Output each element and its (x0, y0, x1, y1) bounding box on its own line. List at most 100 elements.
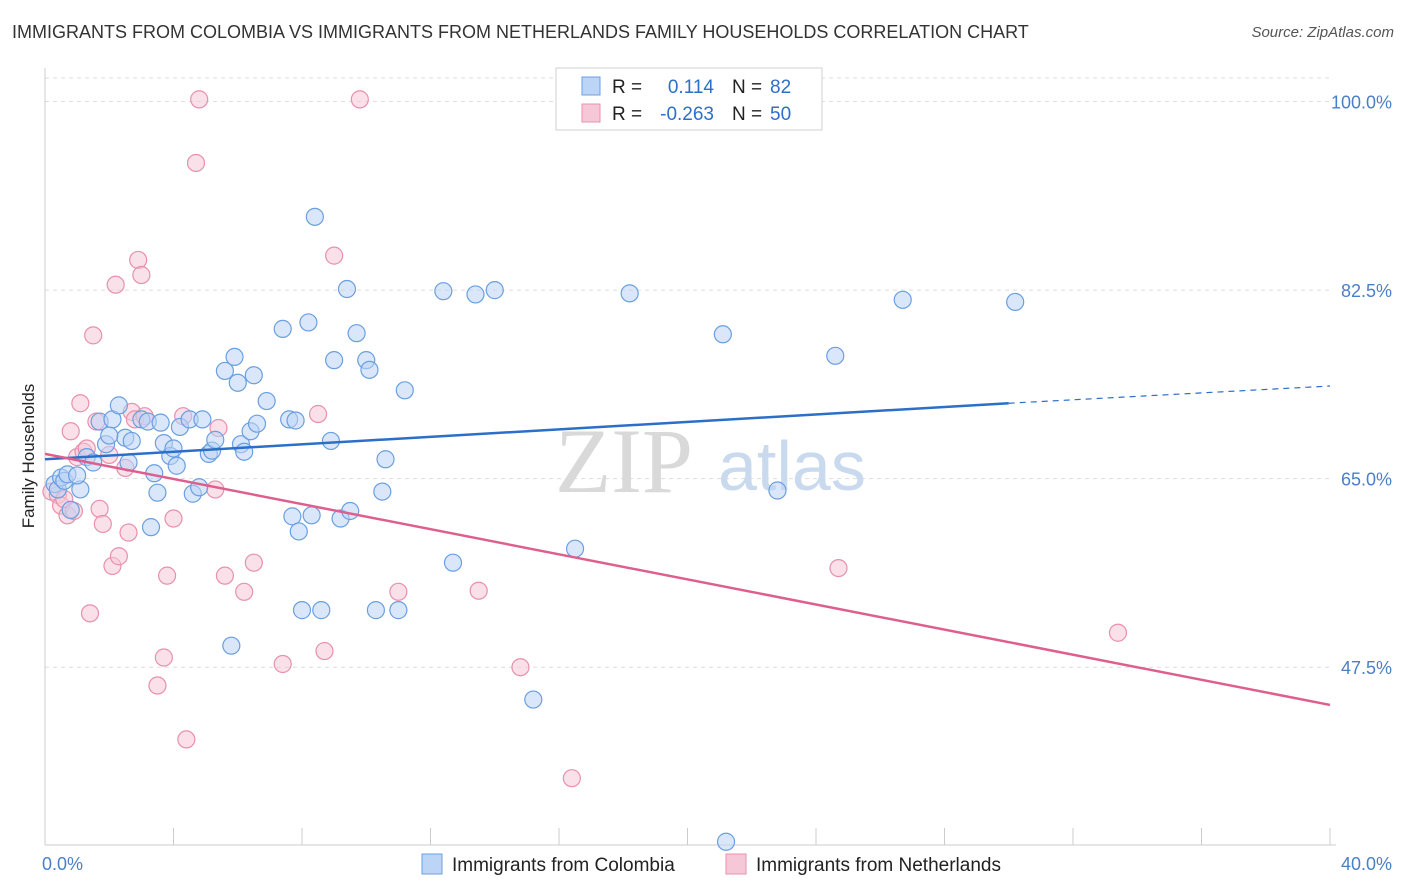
netherlands-r-label: R = (612, 104, 642, 125)
netherlands-n-label: N = (732, 104, 762, 125)
netherlands-point (244, 553, 263, 572)
colombia-trend-line (44, 401, 1009, 461)
watermark-zip: ZIP (555, 410, 693, 512)
colombia-point (292, 601, 312, 620)
netherlands-point (511, 658, 530, 677)
colombia-point (222, 636, 241, 655)
colombia-point (299, 313, 318, 332)
netherlands-point (119, 523, 138, 542)
netherlands-point (129, 250, 148, 270)
trend-lines (44, 385, 1331, 707)
colombia-point (273, 319, 292, 338)
colombia-point (206, 430, 225, 449)
colombia-point (122, 431, 141, 451)
colombia-point (1006, 292, 1025, 312)
colombia-point (620, 284, 639, 303)
colombia-point (321, 431, 341, 451)
colombia-point (893, 290, 912, 309)
colombia-n-label: N = (732, 77, 762, 98)
colombia-point (68, 466, 87, 485)
colombia-point (244, 366, 263, 385)
colombia-point (100, 426, 119, 445)
colombia-point (190, 478, 209, 497)
colombia-point (164, 439, 183, 458)
netherlands-point (562, 769, 581, 788)
colombia-point (286, 411, 305, 430)
tick-labels: 47.5% 65.0% 82.5% 100.0% 0.0% 40.0% (42, 93, 1392, 874)
y-tick-label: 82.5% (1341, 281, 1392, 301)
netherlands-point (315, 641, 334, 661)
netherlands-point (61, 422, 80, 441)
colombia-point (376, 450, 395, 469)
netherlands-point (325, 246, 344, 265)
colombia-points (45, 207, 1025, 851)
colombia-point (167, 456, 186, 475)
x-tick-label: 40.0% (1341, 854, 1392, 874)
netherlands-point (80, 604, 100, 623)
chart-title: IMMIGRANTS FROM COLOMBIA VS IMMIGRANTS F… (12, 22, 1029, 42)
colombia-point (325, 351, 344, 370)
colombia-point (337, 279, 357, 299)
colombia-point (61, 500, 80, 520)
colombia-point (443, 553, 463, 572)
colombia-point (360, 360, 379, 379)
colombia-point (366, 601, 385, 620)
netherlands-point (308, 404, 328, 424)
colombia-point (247, 414, 267, 433)
stats-legend: R = 0.114 N = 82 R = -0.263 N = 50 (555, 67, 823, 131)
colombia-point (434, 282, 453, 301)
y-tick-label: 47.5% (1341, 658, 1392, 678)
colombia-point (302, 506, 321, 525)
colombia-point (395, 381, 414, 400)
netherlands-trend-line (44, 452, 1331, 707)
netherlands-point (93, 514, 112, 534)
netherlands-point (132, 265, 151, 285)
colombia-point (109, 396, 128, 415)
colombia-point (565, 539, 585, 558)
colombia-point (225, 347, 244, 367)
legend-netherlands-label: Immigrants from Netherlands (756, 855, 1001, 876)
netherlands-point (190, 90, 209, 109)
colombia-point (716, 832, 736, 851)
netherlands-n-value: 50 (770, 104, 791, 125)
colombia-point (215, 361, 234, 381)
netherlands-point (106, 275, 125, 294)
colombia-point (713, 325, 732, 344)
colombia-point (305, 207, 324, 226)
netherlands-swatch (581, 103, 601, 123)
netherlands-point (235, 582, 254, 601)
colombia-point (141, 518, 161, 537)
colombia-point (768, 481, 787, 500)
netherlands-point (90, 499, 109, 518)
series-legend: Immigrants from Colombia Immigrants from… (421, 853, 1001, 876)
netherlands-point (389, 582, 408, 601)
colombia-point (485, 281, 504, 300)
chart-source: Source: ZipAtlas.com (1251, 24, 1394, 41)
colombia-point (193, 410, 212, 429)
y-tick-label: 65.0% (1341, 470, 1392, 490)
y-axis-label: Family Households (19, 384, 38, 529)
y-tick-label: 100.0% (1331, 93, 1392, 113)
watermark-atlas: atlas (718, 427, 866, 505)
colombia-r-value: 0.114 (668, 77, 715, 98)
netherlands-r-value: -0.263 (660, 104, 714, 125)
colombia-point (524, 690, 543, 709)
colombia-point (341, 501, 360, 521)
colombia-point (235, 442, 254, 461)
netherlands-point (177, 730, 196, 749)
legend-netherlands-swatch (725, 853, 747, 875)
netherlands-point (154, 648, 173, 667)
netherlands-point (71, 394, 90, 413)
legend-colombia-label: Immigrants from Colombia (452, 855, 675, 876)
colombia-swatch (581, 76, 601, 96)
colombia-point (826, 346, 845, 365)
axes (44, 68, 1336, 846)
colombia-point (283, 507, 302, 526)
colombia-n-value: 82 (770, 77, 791, 98)
netherlands-point (1108, 623, 1128, 642)
netherlands-point (186, 153, 206, 173)
netherlands-point (164, 509, 183, 528)
netherlands-point (350, 90, 369, 109)
colombia-point (466, 285, 485, 304)
